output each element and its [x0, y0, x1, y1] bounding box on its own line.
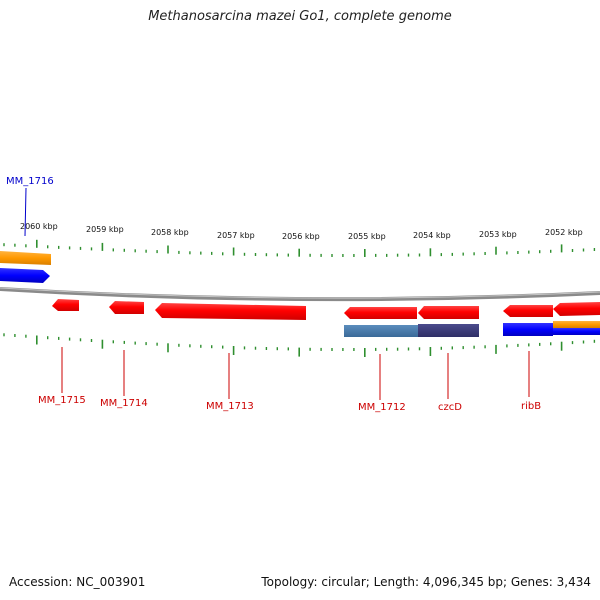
gene-czcd[interactable] — [418, 306, 479, 319]
scale-label-2053: 2053 kbp — [479, 230, 517, 239]
gene-mm1713[interactable] — [155, 303, 306, 320]
scale-label-2058: 2058 kbp — [151, 228, 189, 237]
scale-ticks-top — [3, 239, 596, 257]
scale-label-2060: 2060 kbp — [20, 222, 58, 231]
gene-label-mm1715[interactable]: MM_1715 — [38, 395, 86, 406]
cds-feature-ribb[interactable] — [503, 323, 553, 336]
gene-ribb[interactable] — [503, 305, 553, 317]
genome-backbone — [0, 287, 600, 302]
genome-backbone-highlight — [0, 287, 600, 299]
map-title: Methanosarcina mazei Go1, complete genom… — [148, 9, 452, 24]
reverse-strand-genes — [52, 299, 600, 320]
gene-mm1715[interactable] — [52, 299, 79, 311]
scale-label-2056: 2056 kbp — [282, 232, 320, 241]
gene-mm1716[interactable] — [0, 268, 50, 283]
gene-label-mm1712[interactable]: MM_1712 — [358, 402, 406, 413]
accession-text: Accession: NC_003901 — [9, 575, 146, 589]
gene-mm1712[interactable] — [344, 307, 417, 319]
gene-label-mm1713[interactable]: MM_1713 — [206, 401, 254, 412]
scale-label-2057: 2057 kbp — [217, 231, 255, 240]
feature-mm1712-track[interactable] — [344, 325, 418, 337]
reverse-strand-features — [344, 321, 600, 337]
gene-label-mm1716[interactable]: MM_1716 — [6, 176, 54, 187]
gene-right-edge[interactable] — [553, 302, 600, 316]
scale-ticks-bottom — [3, 333, 596, 357]
scale-label-2055: 2055 kbp — [348, 232, 386, 241]
cds-feature-orange-top[interactable] — [0, 251, 51, 265]
gene-label-ribb[interactable]: ribB — [521, 401, 541, 412]
scale-labels: 2060 kbp 2059 kbp 2058 kbp 2057 kbp 2056… — [20, 222, 583, 241]
gene-label-mm1714[interactable]: MM_1714 — [100, 398, 148, 409]
gene-labels: MM_1716 MM_1715 MM_1714 MM_1713 MM_1712 … — [6, 176, 541, 413]
genome-summary-text: Topology: circular; Length: 4,096,345 bp… — [261, 575, 591, 589]
forward-strand-features — [0, 187, 51, 283]
scale-label-2052: 2052 kbp — [545, 228, 583, 237]
cds-feature-orange-bottom[interactable] — [553, 321, 600, 328]
mm1716-leader-line — [24, 187, 27, 237]
scale-label-2054: 2054 kbp — [413, 231, 451, 240]
scale-label-2059: 2059 kbp — [86, 225, 124, 234]
feature-czcd-track[interactable] — [418, 324, 479, 337]
gene-leader-lines — [61, 347, 530, 400]
gene-mm1714[interactable] — [109, 301, 144, 314]
cds-feature-blue-bottom[interactable] — [553, 328, 600, 335]
gene-label-czcd[interactable]: czcD — [438, 402, 462, 413]
